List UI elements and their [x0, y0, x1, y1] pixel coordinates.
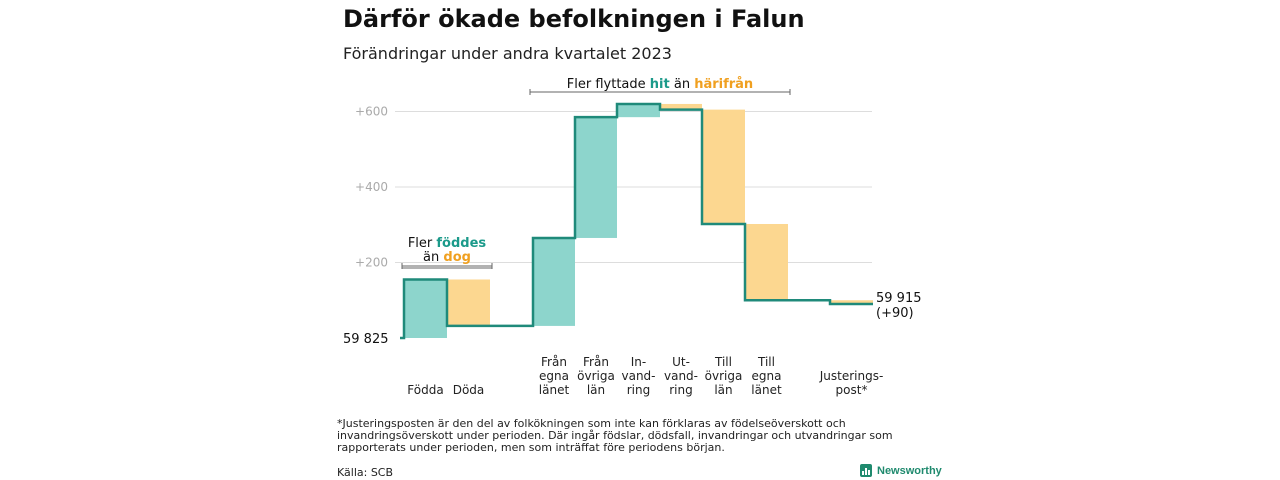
brand-logo: Newsworthy: [860, 464, 942, 477]
bar: [660, 103, 702, 110]
y-tick-label: +400: [355, 180, 388, 194]
category-label: länet: [751, 383, 782, 397]
category-label: vand-: [664, 369, 698, 383]
y-tick-label: +600: [355, 105, 388, 119]
bar: [745, 223, 788, 301]
footnote: *Justeringsposten är den del av folkökni…: [337, 417, 893, 454]
category-label: Till: [714, 355, 732, 369]
category-label: ring: [669, 383, 693, 397]
baseline-label: 59 825: [343, 332, 389, 347]
chart-bars-icon: [860, 464, 872, 477]
annotation-births-line1: Fler föddes: [408, 236, 487, 251]
category-label: egna: [752, 369, 782, 383]
category-label: Döda: [453, 383, 485, 397]
category-label: egna: [539, 369, 569, 383]
y-tick-label: +200: [355, 256, 388, 270]
end-value-label: 59 915: [876, 291, 922, 306]
category-label: Födda: [407, 383, 443, 397]
waterfall-chart: +200 +400 +600 59 825 59 915(+90) Födda Döda Fr…: [343, 77, 922, 397]
bar: [617, 103, 660, 118]
bar: [830, 300, 873, 305]
category-label: In-: [631, 355, 646, 369]
category-label: övriga: [577, 369, 615, 383]
annotation-births-line2: än dog: [423, 250, 471, 265]
category-label: Justerings-: [819, 369, 884, 383]
category-label: övriga: [705, 369, 743, 383]
bar: [447, 279, 490, 326]
category-label: län: [714, 383, 732, 397]
bar: [702, 109, 745, 224]
series-line: [400, 102, 873, 340]
category-label: län: [587, 383, 605, 397]
chart-title: Därför ökade befolkningen i Falun: [343, 5, 805, 33]
category-label: Till: [757, 355, 775, 369]
source-label: Källa: SCB: [337, 466, 394, 479]
annotation-migration: Fler flyttade hit än härifrån: [567, 77, 753, 92]
category-label: vand-: [621, 369, 655, 383]
end-change-label: (+90): [876, 306, 914, 321]
chart-subtitle: Förändringar under andra kvartalet 2023: [343, 44, 672, 63]
category-label: Ut-: [672, 355, 690, 369]
bar: [533, 237, 575, 326]
category-label: ring: [627, 383, 651, 397]
category-label: Från: [583, 355, 609, 369]
bar: [404, 279, 447, 338]
category-label: post*: [836, 383, 868, 397]
category-label: länet: [539, 383, 570, 397]
brand-name: Newsworthy: [877, 464, 942, 477]
category-label: Från: [541, 355, 567, 369]
bar: [575, 117, 617, 238]
